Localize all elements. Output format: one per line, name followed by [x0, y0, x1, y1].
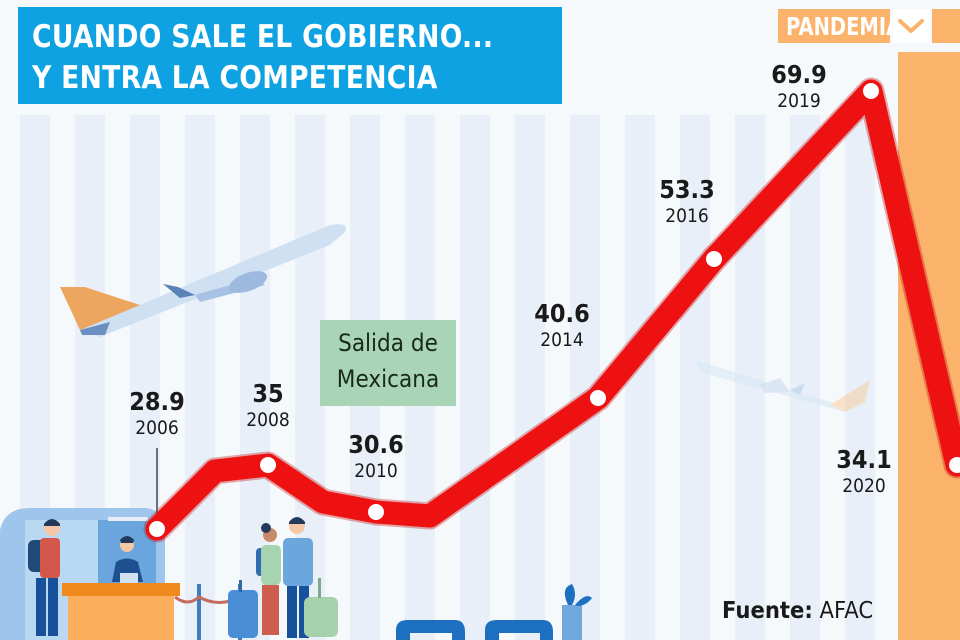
marker-2010 — [368, 504, 384, 520]
year: 2016 — [665, 205, 709, 227]
year: 2019 — [777, 90, 821, 112]
annotation-line-2: Mexicana — [336, 365, 440, 393]
value: 35 — [252, 379, 284, 408]
data-label-2010: 30.6 2010 — [341, 431, 411, 483]
year: 2008 — [246, 409, 290, 431]
data-label-2006: 28.9 2006 — [122, 388, 192, 440]
year: 2014 — [540, 329, 584, 351]
value: 28.9 — [129, 387, 185, 416]
data-label-2019: 69.9 2019 — [764, 61, 834, 113]
airplane-icon — [60, 224, 346, 337]
marker-2008 — [260, 457, 276, 473]
value: 40.6 — [534, 299, 590, 328]
data-line — [143, 77, 960, 543]
title-banner: CUANDO SALE EL GOBIERNO... Y ENTRA LA CO… — [18, 7, 562, 104]
title-line-2: Y ENTRA LA COMPETENCIA — [32, 60, 438, 96]
marker-2020 — [949, 457, 960, 473]
annotation-line-1: Salida de — [338, 329, 438, 357]
marker-2016 — [706, 251, 722, 267]
marker-2014 — [590, 390, 606, 406]
check-in-desk-illustration — [0, 508, 180, 640]
chevron-down-icon — [893, 9, 929, 43]
year: 2006 — [135, 417, 179, 439]
source-credit: Fuente: AFAC — [722, 598, 873, 624]
value: 69.9 — [771, 60, 827, 89]
travelers-illustration — [228, 517, 338, 638]
pandemic-tag-tail — [932, 9, 960, 43]
value: 53.3 — [659, 175, 715, 204]
year: 2020 — [842, 475, 886, 497]
marker-2006 — [149, 521, 165, 537]
source-label: Fuente: — [722, 598, 813, 624]
pandemic-tag: PANDEMIA — [778, 9, 901, 43]
faded-airplane-icon — [695, 360, 870, 412]
data-label-2008: 35 2008 — [233, 380, 303, 432]
mexicana-exit-annotation: Salida de Mexicana — [320, 320, 456, 406]
marker-2019 — [863, 83, 879, 99]
data-label-2020: 34.1 2020 — [829, 446, 899, 498]
waiting-chairs-illustration — [396, 584, 592, 640]
value: 34.1 — [836, 445, 892, 474]
year: 2010 — [354, 460, 398, 482]
title-line-1: CUANDO SALE EL GOBIERNO... — [32, 19, 494, 55]
data-markers — [149, 83, 960, 537]
data-label-2016: 53.3 2016 — [652, 176, 722, 228]
data-label-2014: 40.6 2014 — [527, 300, 597, 352]
source-value: AFAC — [819, 598, 874, 624]
value: 30.6 — [348, 430, 404, 459]
pandemic-label: PANDEMIA — [786, 12, 902, 41]
